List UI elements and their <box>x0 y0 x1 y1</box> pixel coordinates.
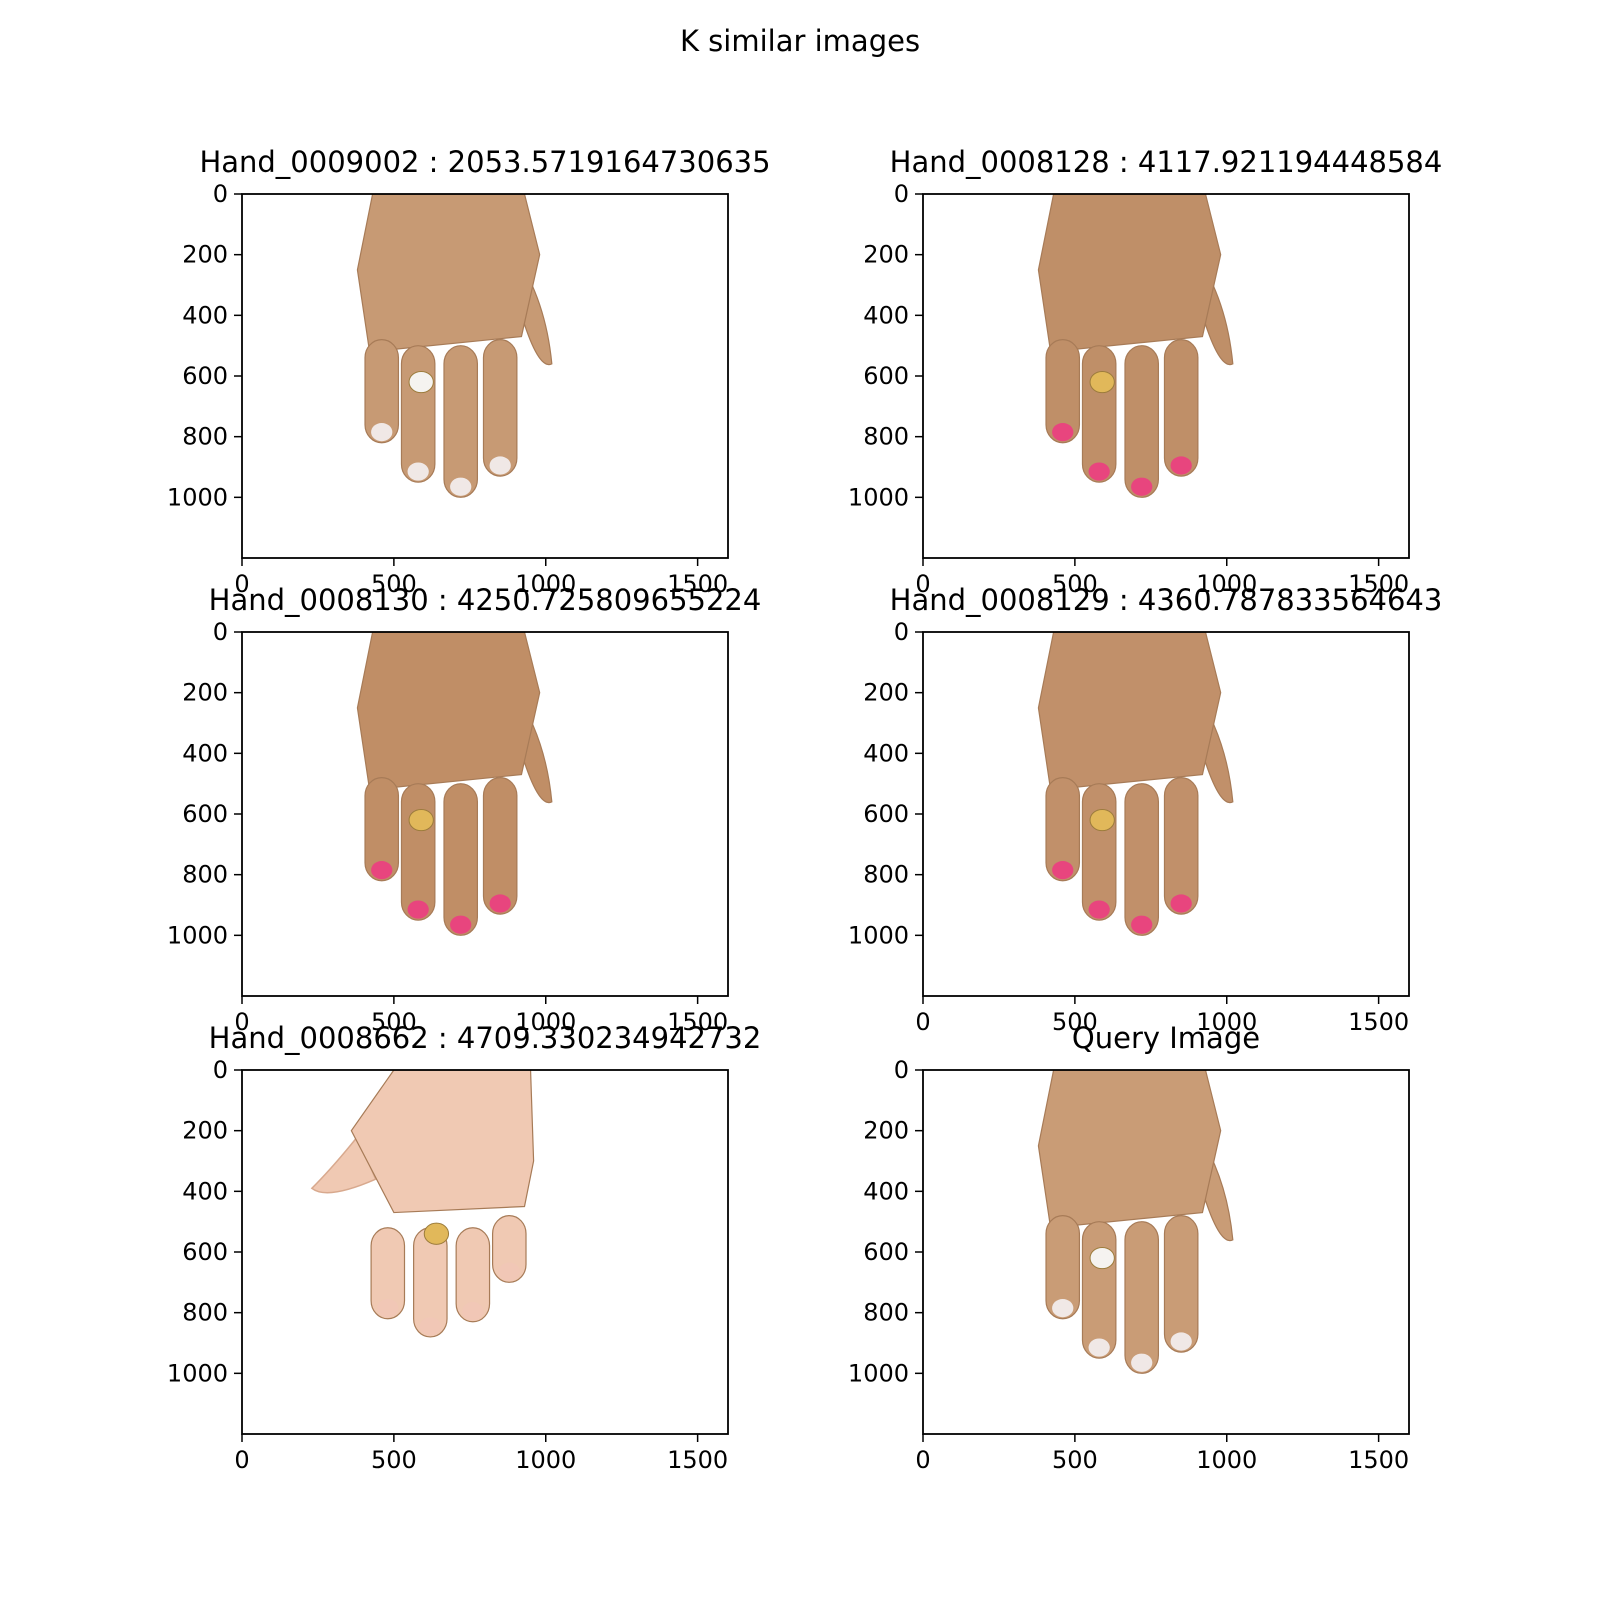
y-tick-label: 400 <box>182 301 228 329</box>
subplot-title: Hand_0008662 : 4709.330234942732 <box>208 1021 762 1055</box>
hand-image <box>242 1070 728 1434</box>
x-tick-label: 1000 <box>1196 570 1257 598</box>
x-tick-label: 1000 <box>515 570 576 598</box>
x-tick-label: 500 <box>1052 1008 1098 1036</box>
y-tick-label: 0 <box>894 1056 909 1084</box>
hand-image <box>923 194 1409 558</box>
y-tick-label: 0 <box>894 618 909 646</box>
y-tick-label: 800 <box>863 1299 909 1327</box>
y-tick-label: 400 <box>182 1177 228 1205</box>
y-tick-label: 800 <box>863 861 909 889</box>
y-tick-label: 1000 <box>167 921 228 949</box>
x-tick-label: 0 <box>915 1446 930 1474</box>
x-tick-label: 0 <box>234 1008 249 1036</box>
y-tick-label: 800 <box>863 423 909 451</box>
y-tick-label: 600 <box>182 362 228 390</box>
y-tick-label: 1000 <box>848 921 909 949</box>
y-tick-label: 1000 <box>848 1359 909 1387</box>
y-tick-label: 400 <box>182 739 228 767</box>
subplot-title: Hand_0008128 : 4117.921194448584 <box>889 145 1443 179</box>
x-tick-label: 1000 <box>1196 1446 1257 1474</box>
subplot-title: Query Image <box>1071 1021 1261 1055</box>
y-tick-label: 600 <box>863 362 909 390</box>
y-tick-label: 200 <box>863 1117 909 1145</box>
y-tick-label: 600 <box>182 800 228 828</box>
y-tick-label: 400 <box>863 1177 909 1205</box>
x-tick-label: 1500 <box>667 1008 728 1036</box>
y-tick-label: 0 <box>213 1056 228 1084</box>
y-tick-label: 200 <box>182 679 228 707</box>
x-tick-label: 1000 <box>515 1446 576 1474</box>
y-tick-label: 200 <box>182 1117 228 1145</box>
x-tick-label: 1000 <box>515 1008 576 1036</box>
y-tick-label: 600 <box>863 800 909 828</box>
y-tick-label: 1000 <box>167 483 228 511</box>
figure-title: K similar images <box>679 24 921 58</box>
x-tick-label: 500 <box>1052 1446 1098 1474</box>
x-tick-label: 1500 <box>667 570 728 598</box>
hand-image <box>923 632 1409 996</box>
x-tick-label: 1500 <box>1348 570 1409 598</box>
y-tick-label: 400 <box>863 739 909 767</box>
subplot-title: Hand_0009002 : 2053.5719164730635 <box>199 145 771 179</box>
y-tick-label: 600 <box>863 1238 909 1266</box>
y-tick-label: 800 <box>182 423 228 451</box>
x-tick-label: 500 <box>1052 570 1098 598</box>
y-tick-label: 200 <box>863 241 909 269</box>
y-tick-label: 0 <box>894 180 909 208</box>
y-tick-label: 0 <box>213 618 228 646</box>
x-tick-label: 1500 <box>667 1446 728 1474</box>
y-tick-label: 0 <box>213 180 228 208</box>
y-tick-label: 1000 <box>167 1359 228 1387</box>
subplot-title: Hand_0008129 : 4360.787833564643 <box>889 583 1443 617</box>
y-tick-label: 800 <box>182 861 228 889</box>
x-tick-label: 0 <box>915 1008 930 1036</box>
x-tick-label: 1000 <box>1196 1008 1257 1036</box>
y-tick-label: 400 <box>863 301 909 329</box>
x-tick-label: 0 <box>915 570 930 598</box>
subplot-title: Hand_0008130 : 4250.725809655224 <box>208 583 762 617</box>
y-tick-label: 200 <box>182 241 228 269</box>
y-tick-label: 600 <box>182 1238 228 1266</box>
hand-image <box>242 632 728 996</box>
x-tick-label: 500 <box>371 1008 417 1036</box>
x-tick-label: 1500 <box>1348 1446 1409 1474</box>
x-tick-label: 0 <box>234 1446 249 1474</box>
y-tick-label: 800 <box>182 1299 228 1327</box>
x-tick-label: 500 <box>371 570 417 598</box>
x-tick-label: 1500 <box>1348 1008 1409 1036</box>
x-tick-label: 500 <box>371 1446 417 1474</box>
hand-image <box>242 194 728 558</box>
x-tick-label: 0 <box>234 570 249 598</box>
y-tick-label: 200 <box>863 679 909 707</box>
hand-image <box>923 1070 1409 1434</box>
y-tick-label: 1000 <box>848 483 909 511</box>
